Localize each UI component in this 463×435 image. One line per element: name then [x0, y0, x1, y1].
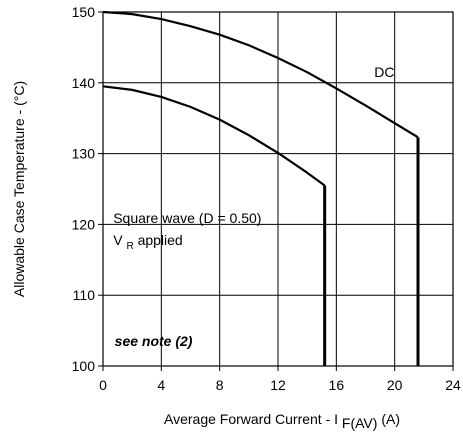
vr-subscript-text: R [126, 241, 133, 252]
x-tick-label: 24 [445, 377, 461, 393]
note-annotation: see note (2) [115, 333, 193, 349]
vr-main-text: V [113, 232, 123, 248]
x-axis-subscript-text: F(AV) [342, 415, 378, 431]
y-tick-label: 140 [72, 75, 96, 91]
x-tick-labels: 0 4 8 12 16 20 24 [99, 377, 461, 393]
vr-applied-label: V R applied [113, 232, 183, 252]
grid-lines [103, 12, 453, 366]
y-tick-label: 150 [72, 4, 96, 20]
x-axis-label: Average Forward Current - I F(AV) (A) [164, 411, 400, 431]
dc-series-label: DC [374, 64, 394, 80]
x-tick-label: 12 [270, 377, 286, 393]
x-tick-label: 8 [216, 377, 224, 393]
data-curves [102, 10, 420, 366]
square-wave-series-label: Square wave (D = 0.50) [113, 210, 261, 226]
x-tick-label: 4 [157, 377, 165, 393]
y-tick-label: 110 [73, 287, 96, 303]
x-tick-label: 20 [387, 377, 403, 393]
x-tick-label: 0 [99, 377, 107, 393]
axes [98, 11, 454, 371]
y-tick-label: 130 [72, 146, 96, 162]
square-wave-curve [102, 85, 326, 187]
y-axis-label: Allowable Case Temperature - (°C) [11, 81, 27, 297]
x-tick-label: 16 [329, 377, 345, 393]
x-axis-main-text: Average Forward Current - I [164, 411, 338, 427]
vr-applied-text: applied [138, 232, 183, 248]
y-tick-label: 120 [72, 216, 96, 232]
y-tick-label: 100 [72, 358, 96, 374]
x-axis-unit-text: (A) [381, 411, 400, 427]
y-tick-labels: 100 110 120 130 140 150 [72, 4, 96, 374]
dc-curve [102, 10, 419, 139]
